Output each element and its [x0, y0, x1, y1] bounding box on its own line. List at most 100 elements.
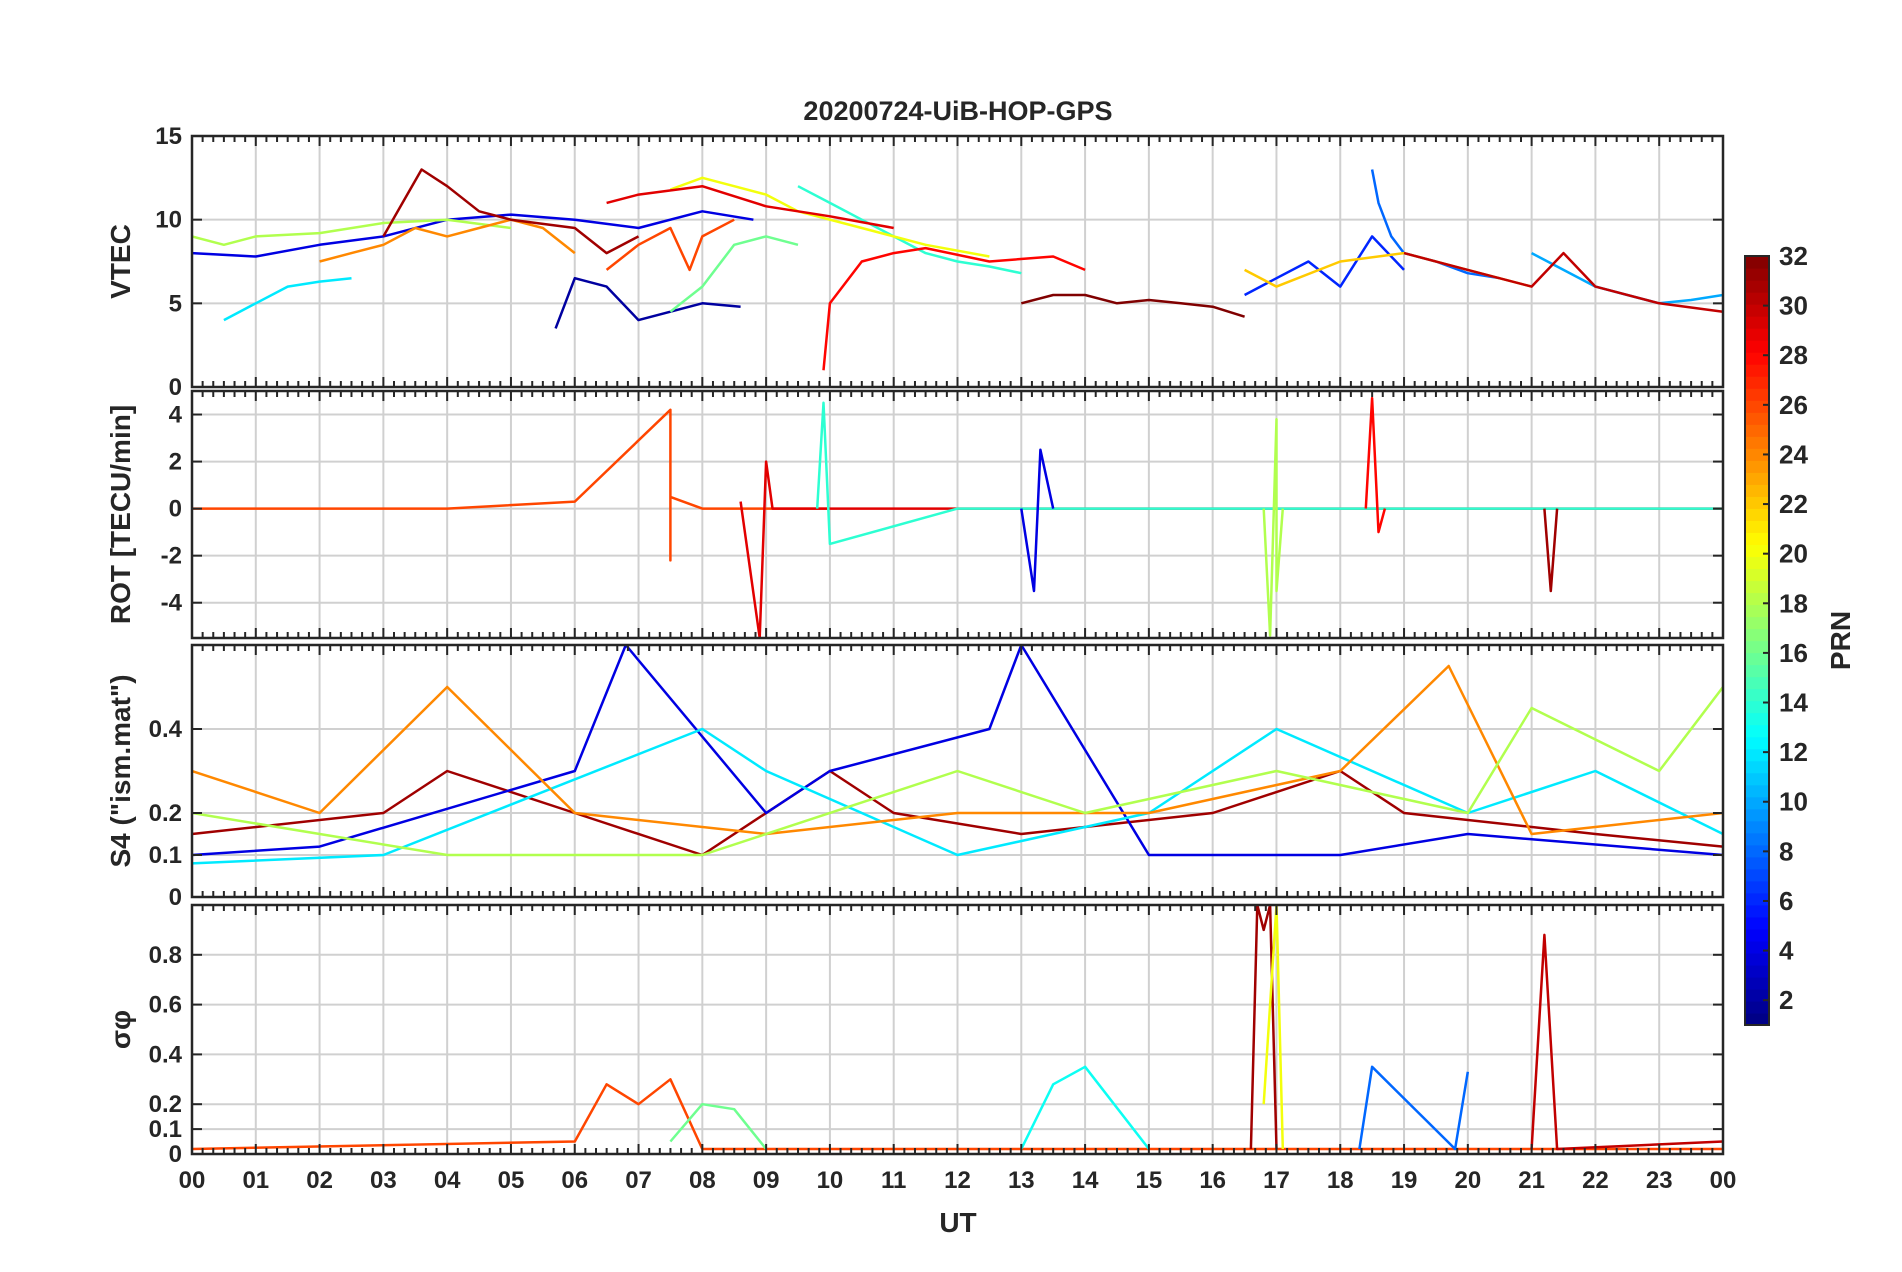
series-prn-18: [1262, 417, 1285, 637]
colorbar-tick-label: 20: [1779, 539, 1808, 569]
colorbar-tick-label: 28: [1779, 340, 1808, 370]
colorbar-swatch: [1745, 616, 1769, 630]
y-tick-label: 0.4: [149, 1041, 183, 1068]
x-tick-label: 06: [561, 1167, 588, 1194]
y-tick-label: 0: [169, 374, 182, 401]
colorbar-swatch: [1745, 832, 1769, 846]
colorbar-swatch: [1745, 676, 1769, 690]
colorbar-swatch: [1745, 808, 1769, 822]
ticks-rot: -4 -2 0 2 4: [161, 391, 1724, 638]
x-tick-label: 05: [498, 1167, 525, 1194]
y-axis-label-s4: S4 ("ism.mat"): [105, 674, 136, 867]
colorbar-tick-label: 22: [1779, 489, 1808, 519]
series-prn-30: [1530, 933, 1723, 1151]
colorbar-tick-label: 18: [1779, 588, 1808, 618]
series-prn-16: [669, 1102, 768, 1150]
x-tick-label: 11: [881, 1167, 906, 1194]
colorbar-swatch: [1745, 568, 1769, 582]
series-prn-12: [223, 276, 352, 322]
colorbar-swatch: [1745, 916, 1769, 930]
y-axis-label-vtec: VTEC: [105, 224, 136, 299]
y-tick-label: 0.1: [149, 1116, 182, 1143]
series-prn-12: [192, 727, 1723, 865]
y-tick-label: 0.2: [149, 1091, 182, 1118]
x-tick-label: 21: [1518, 1167, 1545, 1194]
panel-s4: 0 0.1 0.2 0.4 S4 ("ism.mat"): [105, 643, 1725, 911]
colorbar-swatch: [1745, 400, 1769, 413]
series-prn-6: [1244, 235, 1405, 297]
y-tick-label: 15: [155, 123, 182, 150]
series-group-s4: [192, 645, 1723, 865]
colorbar-swatch: [1745, 364, 1769, 377]
colorbar-swatch: [1745, 316, 1769, 329]
grid-vtec: [192, 136, 1723, 387]
series-prn-24: [319, 218, 576, 263]
x-tick-label: 01: [242, 1167, 269, 1194]
y-tick-label: 0: [169, 1141, 182, 1168]
series-prn-4: [1020, 448, 1055, 593]
series-prn-18: [192, 686, 1723, 857]
ticks-sigma_phi: 00.10.2 0.4 0.6 0.8: [149, 905, 1724, 1168]
y-tick-label: 0.1: [149, 842, 182, 869]
colorbar-tick-label: 2: [1779, 985, 1793, 1015]
series-prn-8: [1358, 1065, 1470, 1151]
y-axis-label-rot: ROT [TECU/min]: [105, 405, 136, 624]
colorbar-swatch: [1745, 724, 1769, 738]
colorbar-swatch: [1745, 280, 1769, 293]
series-prn-26: [192, 408, 830, 562]
colorbar-swatch: [1745, 892, 1769, 906]
series-prn-26: [605, 218, 735, 272]
colorbar-swatch: [1745, 628, 1769, 642]
colorbar-swatch: [1745, 544, 1769, 557]
colorbar-swatch: [1745, 880, 1769, 894]
colorbar-swatch: [1745, 736, 1769, 750]
x-tick-label: 17: [1263, 1167, 1290, 1194]
series-prn-31: [1543, 508, 1559, 593]
colorbar-swatch: [1745, 436, 1769, 449]
y-axis-label-sigma_phi: σφ: [105, 1010, 136, 1049]
y-tick-label: 5: [169, 290, 182, 317]
series-group-rot: [192, 396, 1723, 638]
ticks-s4: 0 0.1 0.2 0.4: [149, 645, 1724, 911]
x-tick-label: 03: [370, 1167, 397, 1194]
panel-rot: -4 -2 0 2 4 ROT [TECU/min]: [105, 389, 1725, 640]
colorbar-swatch: [1745, 868, 1769, 882]
colorbar-tick-label: 14: [1779, 688, 1808, 718]
colorbar-swatch: [1745, 964, 1769, 978]
y-tick-label: 0: [169, 496, 182, 523]
x-tick-label: 08: [689, 1167, 716, 1194]
x-tick-label: 20: [1454, 1167, 1481, 1194]
colorbar-swatch: [1745, 844, 1769, 858]
x-tick-labels: 00 01 02 03 04 05 06 07 08 09 10 11 12 13 14 15 16 17 18 19…: [179, 1167, 1737, 1194]
panel-vtec: 0 5 10 15 VTEC: [105, 123, 1725, 401]
series-prn-4: [192, 210, 754, 258]
colorbar-swatch: [1745, 652, 1769, 666]
series-prn-31: [192, 769, 1723, 857]
colorbar-swatch: [1745, 688, 1769, 702]
colorbar-tick-label: 4: [1779, 936, 1794, 966]
colorbar-tick-label: 24: [1779, 439, 1808, 469]
x-tick-label: 22: [1582, 1167, 1609, 1194]
series-prn-18: [192, 218, 512, 247]
x-tick-label: 15: [1136, 1167, 1163, 1194]
y-tick-label: 2: [169, 449, 182, 476]
colorbar-tick-label: 12: [1779, 737, 1808, 767]
y-tick-label: 0.4: [149, 716, 183, 743]
colorbar-tick-label: 30: [1779, 291, 1808, 321]
y-tick-label: 0.2: [149, 800, 182, 827]
y-tick-label: 0: [169, 884, 182, 911]
colorbar-swatch: [1745, 1012, 1769, 1026]
colorbar-swatch: [1745, 664, 1769, 678]
colorbar-swatch: [1745, 352, 1769, 365]
series-prn-14: [815, 401, 1723, 546]
series-prn-14: [797, 185, 1022, 275]
colorbar-swatch: [1745, 1000, 1769, 1014]
x-tick-label: 07: [625, 1167, 652, 1194]
colorbar-swatch: [1745, 328, 1769, 341]
series-prn-28: [822, 246, 1086, 371]
colorbar-swatch: [1745, 448, 1769, 461]
colorbar-swatch: [1745, 856, 1769, 870]
